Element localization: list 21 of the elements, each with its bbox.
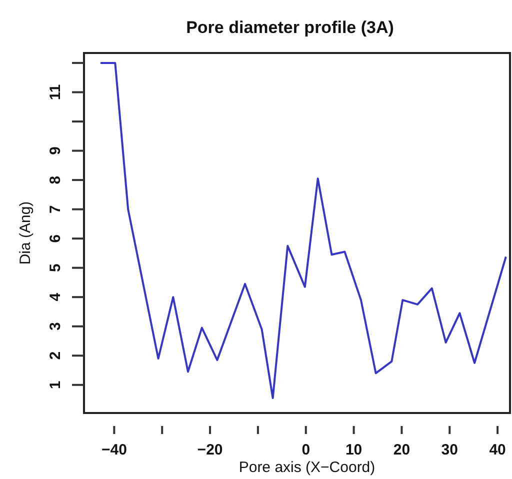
x-tick-label: 10 <box>345 442 362 459</box>
y-tick-label: 6 <box>47 234 64 243</box>
y-tick-label: 5 <box>47 264 64 272</box>
y-tick-label: 7 <box>47 205 64 214</box>
y-tick-label: 8 <box>47 176 64 184</box>
line-series <box>100 62 507 400</box>
y-tick-label: 9 <box>47 146 64 155</box>
x-tick-label: 20 <box>393 442 410 459</box>
x-tick-label: 30 <box>441 442 458 459</box>
chart-title: Pore diameter profile (3A) <box>186 18 394 37</box>
y-tick-label: 11 <box>47 84 64 100</box>
x-tick-label: −40 <box>101 442 127 459</box>
y-tick-label: 3 <box>47 322 64 331</box>
x-tick-label: −20 <box>197 442 223 459</box>
x-tick-label: 0 <box>302 442 310 459</box>
y-tick-label: 4 <box>47 292 64 302</box>
x-tick-label: 40 <box>489 442 506 459</box>
y-tick-label: 2 <box>47 351 64 360</box>
y-tick-label: 1 <box>47 380 64 390</box>
x-axis-title: Pore axis (X−Coord) <box>238 459 376 476</box>
y-axis-title: Dia (Ang) <box>17 201 34 265</box>
